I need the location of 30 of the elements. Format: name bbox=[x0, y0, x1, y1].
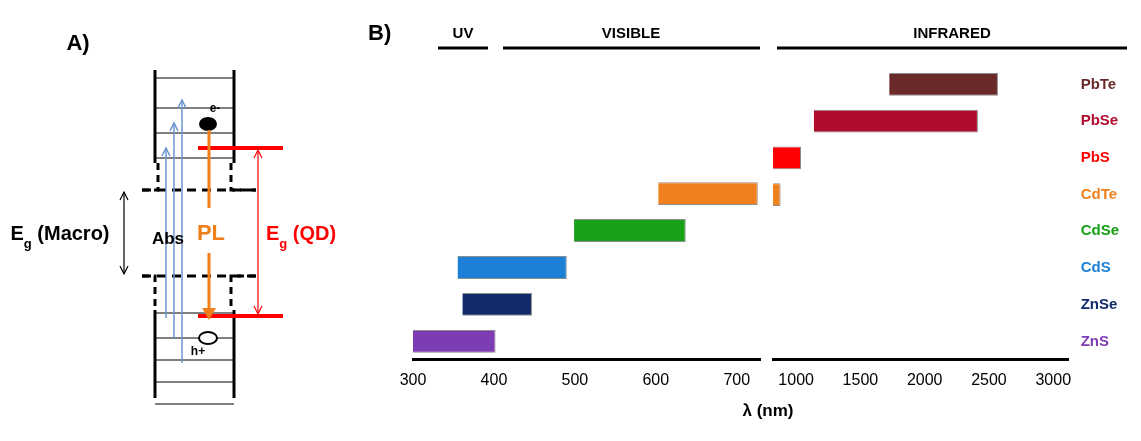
text: E$_{g}$ (QD) bbox=[265, 222, 337, 251]
x-tick-label: 1000 bbox=[778, 370, 815, 388]
x-tick-label: 700 bbox=[723, 370, 751, 388]
text: VISIBLE bbox=[600, 24, 662, 41]
y-tick-label: CdS bbox=[1080, 258, 1111, 276]
text: INFRARED bbox=[912, 24, 992, 41]
x-tick-label: 1500 bbox=[842, 370, 879, 388]
x-tick-label: 600 bbox=[642, 370, 670, 388]
y-tick-label: PbSe bbox=[1080, 111, 1119, 129]
text: E$_{g}$ (Macro) bbox=[10, 222, 110, 251]
x-tick-label: 500 bbox=[561, 370, 589, 388]
y-tick-label: PbS bbox=[1080, 147, 1110, 165]
x-tick-label: 300 bbox=[399, 370, 427, 388]
chart-title: B) bbox=[368, 20, 392, 46]
text: PL bbox=[196, 220, 226, 245]
y-tick-label: CdSe bbox=[1080, 221, 1119, 239]
y-tick-label: PbTe bbox=[1080, 74, 1117, 92]
y-tick-label: ZnS bbox=[1080, 331, 1109, 349]
x-axis-title: λ (nm) bbox=[741, 401, 795, 421]
y-tick-label: CdTe bbox=[1080, 184, 1118, 202]
text: A) bbox=[66, 30, 90, 55]
text: UV bbox=[451, 24, 475, 41]
text: h+ bbox=[190, 344, 206, 358]
text: e- bbox=[209, 101, 221, 115]
x-tick-label: 2500 bbox=[971, 370, 1007, 388]
x-tick-label: 400 bbox=[480, 370, 508, 388]
text: Abs bbox=[151, 229, 185, 248]
y-tick-label: ZnSe bbox=[1080, 294, 1118, 312]
x-tick-label: 3000 bbox=[1035, 370, 1072, 388]
x-tick-label: 2000 bbox=[906, 370, 943, 388]
